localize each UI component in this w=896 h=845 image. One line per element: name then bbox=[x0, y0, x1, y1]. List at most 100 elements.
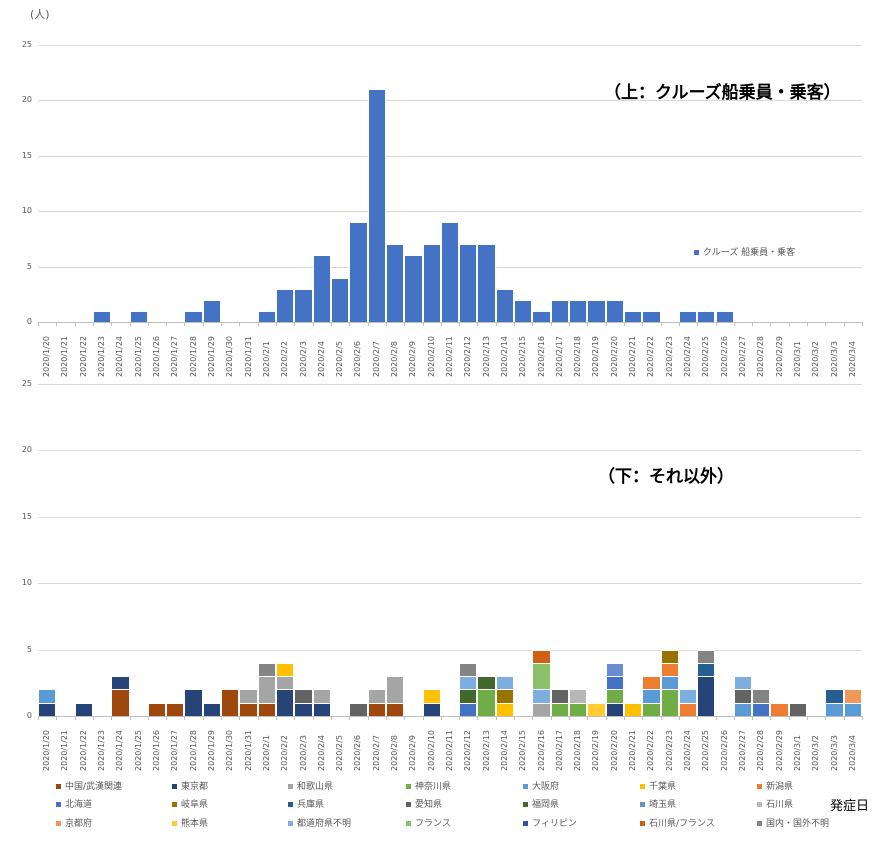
x-tick-label: 2020/2/26 bbox=[720, 729, 729, 771]
x-tick bbox=[569, 322, 570, 326]
bar-segment bbox=[495, 676, 515, 690]
x-tick bbox=[166, 716, 167, 720]
bar-segment bbox=[276, 689, 295, 716]
x-tick bbox=[477, 322, 478, 326]
x-tick bbox=[56, 716, 57, 720]
bar bbox=[715, 310, 734, 322]
x-tick bbox=[844, 322, 845, 326]
x-tick-label: 2020/2/7 bbox=[372, 341, 381, 377]
x-tick bbox=[551, 716, 552, 720]
x-tick-label: 2020/2/1 bbox=[262, 341, 271, 377]
bar-segment bbox=[367, 689, 386, 703]
y-tick-label: 15 bbox=[21, 150, 32, 160]
x-tick bbox=[166, 322, 167, 326]
x-tick bbox=[313, 322, 314, 326]
legend-item: 岐阜県 bbox=[172, 797, 208, 810]
legend-swatch-icon bbox=[523, 784, 528, 789]
bar-segment bbox=[770, 702, 789, 716]
legend-label: 中国/武漢関連 bbox=[65, 782, 123, 792]
bar-segment bbox=[532, 662, 551, 690]
gridline bbox=[38, 516, 862, 518]
legend-swatch-icon bbox=[172, 784, 177, 789]
x-tick-label: 2020/2/23 bbox=[665, 729, 674, 771]
bar-segment bbox=[605, 662, 624, 677]
bar-segment bbox=[495, 689, 515, 703]
bar-segment bbox=[477, 676, 496, 690]
bar-segment bbox=[623, 702, 643, 716]
x-axis-title: 発症日 bbox=[830, 799, 870, 814]
x-tick-label: 2020/2/3 bbox=[299, 341, 308, 377]
legend-label: 北海道 bbox=[65, 800, 93, 810]
x-tick-label: 2020/2/28 bbox=[756, 335, 765, 377]
x-tick-label: 2020/1/29 bbox=[207, 729, 216, 771]
x-tick-label: 2020/2/29 bbox=[775, 335, 784, 377]
legend-label: 都道府県不明 bbox=[297, 819, 352, 829]
x-tick bbox=[752, 716, 753, 720]
x-tick bbox=[56, 322, 57, 326]
y-tick-label: 10 bbox=[21, 578, 32, 587]
x-tick bbox=[386, 716, 387, 720]
bar-segment bbox=[276, 676, 295, 690]
x-tick-label: 2020/1/28 bbox=[189, 335, 198, 377]
bar-segment bbox=[294, 689, 313, 703]
x-tick-label: 2020/2/15 bbox=[518, 335, 527, 377]
bar-segment bbox=[752, 702, 771, 716]
x-tick bbox=[441, 716, 442, 720]
bar-segment bbox=[697, 676, 716, 716]
bar-segment bbox=[111, 676, 130, 690]
bar bbox=[587, 299, 606, 322]
bar-segment bbox=[367, 702, 386, 716]
legend-label: 大阪府 bbox=[532, 782, 560, 792]
x-tick-label: 2020/2/11 bbox=[445, 729, 454, 771]
bar bbox=[569, 299, 588, 322]
legend-swatch-icon bbox=[288, 802, 293, 807]
bar bbox=[678, 310, 698, 322]
bar bbox=[422, 244, 441, 322]
x-tick bbox=[349, 716, 350, 720]
bar bbox=[349, 222, 368, 322]
bar bbox=[367, 88, 386, 322]
x-tick bbox=[770, 322, 771, 326]
bar-segment bbox=[843, 702, 862, 716]
x-tick bbox=[807, 716, 808, 720]
legend-label: フィリピン bbox=[532, 819, 577, 829]
legend-swatch-icon bbox=[640, 784, 645, 789]
bar-segment bbox=[697, 662, 716, 677]
legend-swatch-icon bbox=[406, 802, 411, 807]
x-tick-label: 2020/1/26 bbox=[152, 335, 161, 377]
bar bbox=[184, 310, 203, 322]
legend-label: 岐阜県 bbox=[181, 800, 209, 810]
legend-swatch-icon bbox=[694, 250, 699, 255]
x-tick-label: 2020/2/2 bbox=[280, 735, 289, 771]
bar-segment bbox=[202, 702, 222, 716]
x-tick bbox=[862, 716, 863, 720]
legend-item: 中国/武漢関連 bbox=[56, 779, 122, 792]
x-tick bbox=[203, 716, 204, 720]
x-tick bbox=[331, 716, 332, 720]
x-tick-label: 2020/1/31 bbox=[244, 335, 253, 377]
x-tick bbox=[532, 322, 533, 326]
x-tick-label: 2020/2/12 bbox=[463, 729, 472, 771]
x-tick bbox=[606, 716, 607, 720]
bar-segment bbox=[74, 702, 93, 716]
x-tick-label: 2020/2/22 bbox=[646, 335, 655, 377]
legend-label: 石川県 bbox=[766, 800, 794, 810]
legend-item: 石川県/フランス bbox=[640, 816, 715, 829]
bar-segment bbox=[733, 702, 753, 716]
bar-segment bbox=[257, 702, 277, 716]
x-tick bbox=[679, 716, 680, 720]
x-tick bbox=[459, 322, 460, 326]
gridline bbox=[38, 450, 862, 451]
x-tick-label: 2020/3/1 bbox=[793, 735, 802, 771]
bar-segment bbox=[312, 689, 331, 703]
x-tick-label: 2020/2/18 bbox=[573, 729, 582, 771]
legend-label: フランス bbox=[415, 819, 451, 829]
gridline bbox=[38, 583, 862, 584]
legend-label: クルーズ 船乗員・乗客 bbox=[703, 248, 796, 258]
x-tick-label: 2020/2/19 bbox=[591, 335, 600, 377]
bar bbox=[404, 255, 423, 322]
legend-label: 兵庫県 bbox=[297, 800, 325, 810]
legend-item: 京都府 bbox=[56, 816, 92, 829]
bar bbox=[459, 244, 478, 322]
x-tick bbox=[770, 716, 771, 720]
